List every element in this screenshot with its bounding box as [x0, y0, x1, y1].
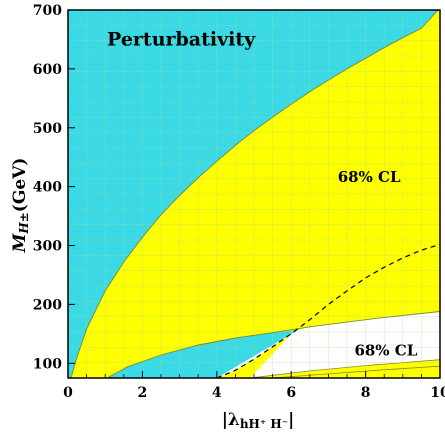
x-tick-label: 2 — [138, 385, 148, 401]
grid-line — [107, 10, 409, 378]
grid-line — [187, 68, 440, 378]
x-axis-ticks: 0 2 4 6 8 10 — [63, 371, 445, 401]
lower-band-boundary-line — [106, 311, 440, 378]
y-tick-label: 200 — [33, 297, 62, 313]
grid-line — [68, 10, 129, 84]
grid-line — [227, 117, 440, 378]
grid-line — [68, 10, 289, 281]
y-tick-label: 400 — [33, 180, 62, 196]
annotation-2: 68% CL — [354, 342, 417, 360]
x-axis-label: |λhH⁺ H⁻| — [222, 410, 295, 431]
grid-line — [267, 166, 440, 378]
grid-lines — [0, 10, 440, 378]
grid-line — [68, 10, 369, 378]
grid-line — [307, 215, 440, 378]
x-tick-label: 6 — [286, 385, 296, 401]
grid-line — [68, 10, 209, 183]
y-tick-label: 500 — [33, 121, 62, 137]
grid-line — [387, 313, 440, 378]
x-tick-label: 4 — [212, 385, 222, 401]
perturbativity-boundary-line — [70, 10, 439, 378]
y-axis-ticks: 100 200 300 400 500 600 700 — [33, 3, 75, 372]
grid-line — [147, 19, 440, 378]
x-tick-label: 10 — [430, 385, 445, 401]
grid-line — [347, 264, 440, 378]
y-tick-label: 600 — [33, 62, 62, 78]
y-tick-label: 700 — [33, 3, 62, 19]
grid-line — [68, 10, 169, 133]
annotation-0: Perturbativity — [107, 28, 256, 50]
x-tick-label: 8 — [361, 385, 371, 401]
y-tick-label: 300 — [33, 239, 62, 255]
plot-area — [0, 10, 440, 378]
x-tick-label: 0 — [63, 385, 73, 401]
grid-line — [0, 10, 8, 378]
grid-line — [68, 10, 249, 232]
lower-blue-region — [107, 329, 299, 378]
y-axis-label: MH±(GeV) — [10, 158, 31, 254]
annotations: Perturbativity 68% CL 68% CL — [107, 28, 418, 359]
y-tick-label: 100 — [33, 356, 62, 372]
grid-line — [68, 10, 329, 330]
annotation-1: 68% CL — [338, 168, 401, 186]
